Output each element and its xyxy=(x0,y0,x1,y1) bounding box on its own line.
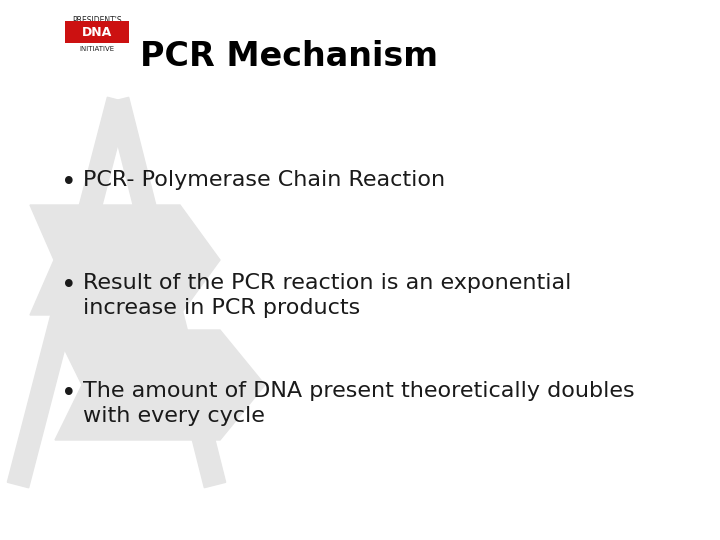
Text: INITIATIVE: INITIATIVE xyxy=(79,46,114,52)
Text: •: • xyxy=(60,273,76,299)
Polygon shape xyxy=(55,330,265,440)
Text: DNA: DNA xyxy=(82,26,112,39)
Polygon shape xyxy=(107,97,225,488)
Polygon shape xyxy=(60,314,174,332)
Bar xyxy=(65,21,129,43)
Text: •: • xyxy=(60,170,76,196)
Text: Result of the PCR reaction is an exponential
increase in PCR products: Result of the PCR reaction is an exponen… xyxy=(83,273,571,318)
Text: PCR Mechanism: PCR Mechanism xyxy=(140,40,438,73)
Text: PCR- Polymerase Chain Reaction: PCR- Polymerase Chain Reaction xyxy=(83,170,445,190)
Polygon shape xyxy=(30,205,220,315)
Text: The amount of DNA present theoretically doubles
with every cycle: The amount of DNA present theoretically … xyxy=(83,381,634,426)
Text: PRESIDENT'S: PRESIDENT'S xyxy=(72,16,122,25)
Text: •: • xyxy=(60,381,76,407)
Polygon shape xyxy=(7,97,129,488)
